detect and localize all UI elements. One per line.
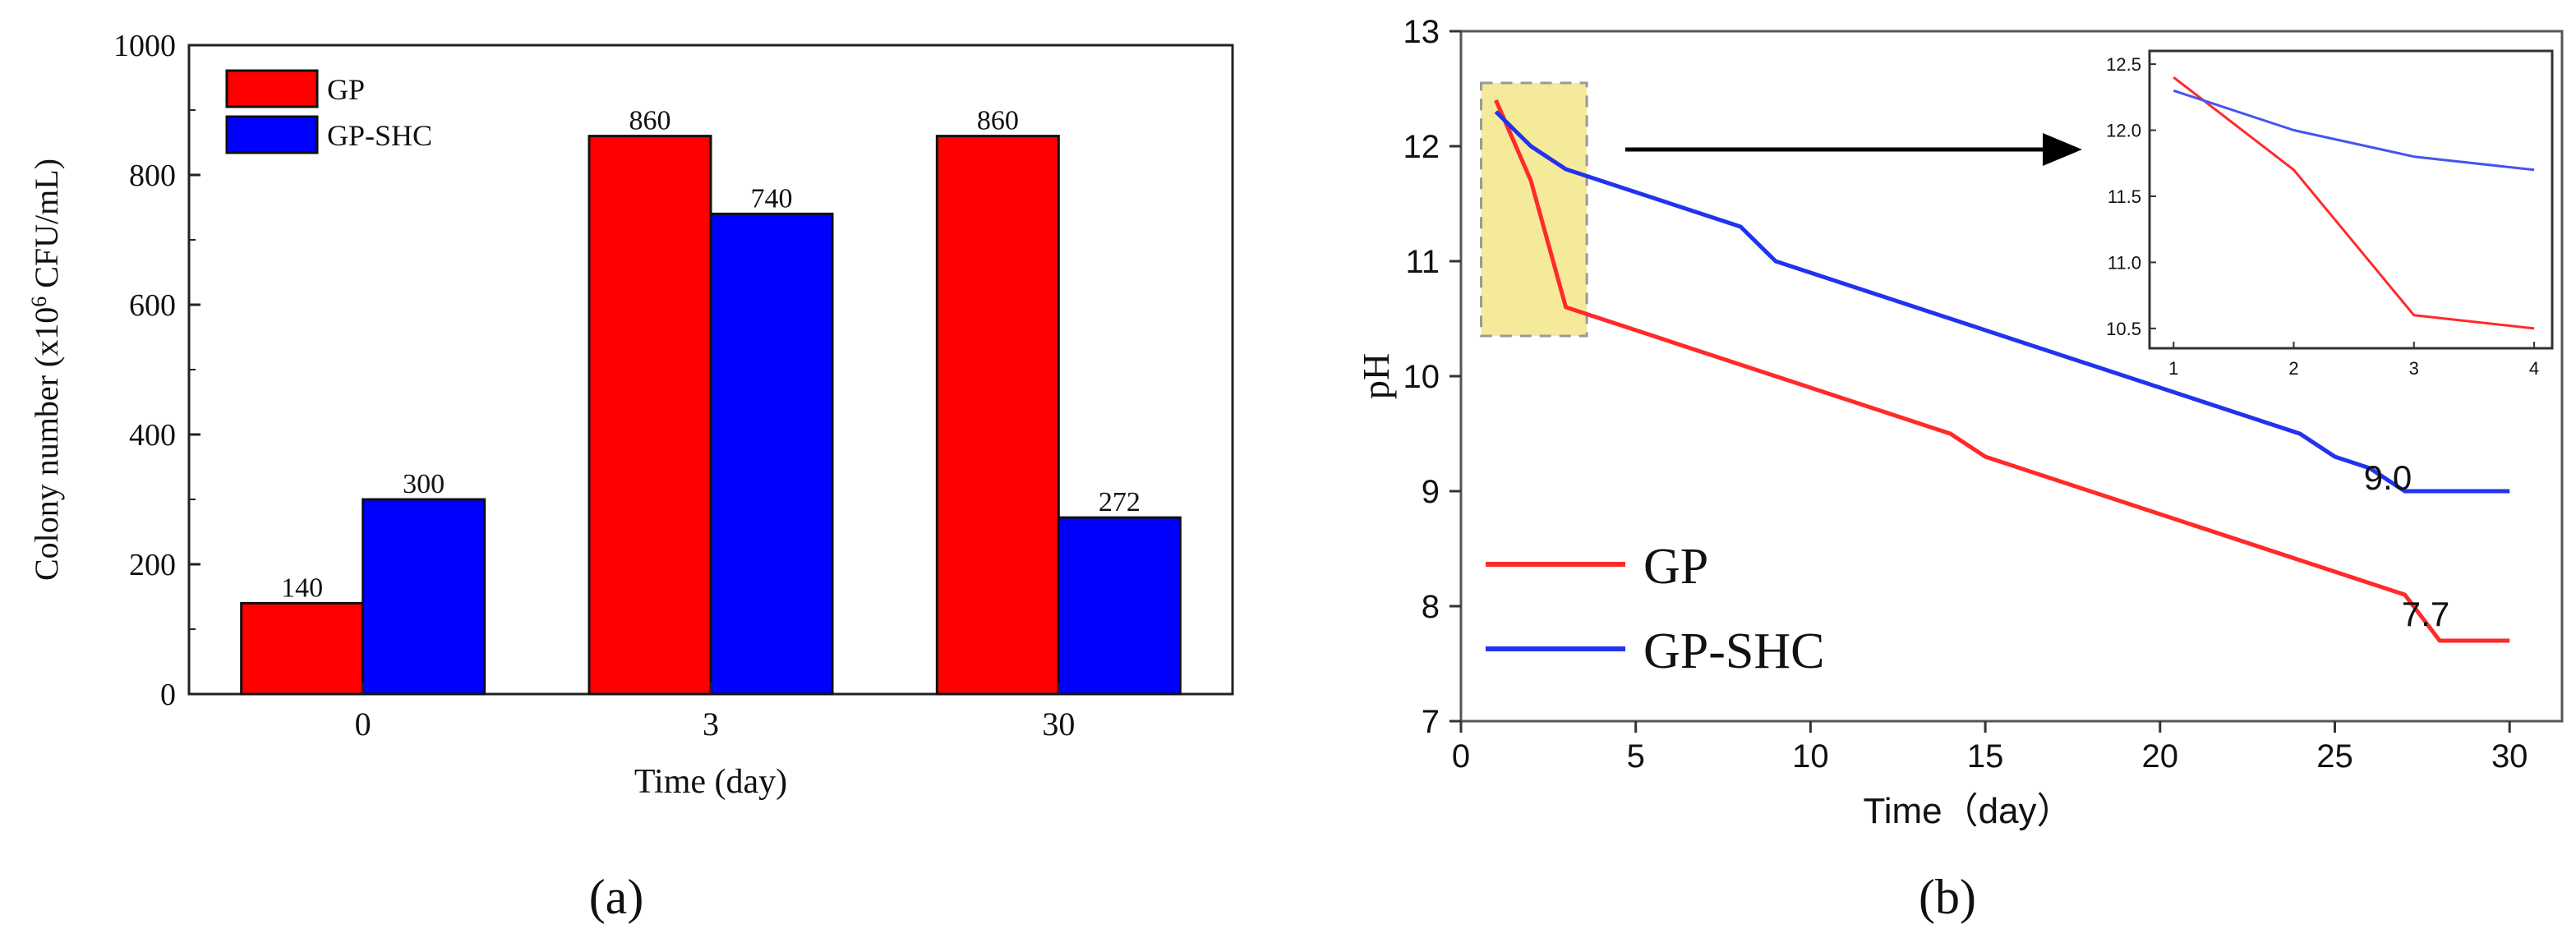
line-y-tick-label: 9 bbox=[1422, 474, 1440, 510]
line-y-tick-label: 13 bbox=[1403, 14, 1440, 50]
inset-x-tick-label: 4 bbox=[2529, 358, 2539, 379]
bar-value-label-gp-shc-day-3: 740 bbox=[751, 183, 793, 214]
gp-end-value-label: 7.7 bbox=[2402, 595, 2449, 633]
bar-value-label-gp-day-0: 140 bbox=[281, 572, 323, 603]
inset-frame bbox=[2148, 49, 2554, 350]
line-series-gp-shc bbox=[1494, 110, 2510, 494]
legend-label-gp: GP bbox=[327, 73, 365, 106]
line-y-tick-label: 8 bbox=[1422, 589, 1440, 625]
line-x-tick-label: 15 bbox=[1967, 738, 2004, 775]
legend-swatch-gp-shc bbox=[225, 115, 319, 154]
inset-chart: 1 2 3 4 10.5 11.0 11.5 12.0 12.5 bbox=[2106, 49, 2554, 379]
line-x-tick-label: 25 bbox=[2316, 738, 2353, 775]
bar-x-axis-title: Time (day) bbox=[634, 763, 787, 801]
bar-group: 140 300 860 740 860 272 bbox=[240, 106, 1182, 696]
bar-y-axis-title: Colony number (x106 CFU/mL) bbox=[27, 159, 66, 581]
inset-line-series-gp-shc bbox=[2173, 89, 2535, 172]
bar-gp-day-3 bbox=[588, 135, 712, 696]
inset-x-tick-label: 2 bbox=[2288, 358, 2298, 379]
bar-gp-shc-day-0 bbox=[362, 498, 486, 696]
inset-line-series-gp bbox=[2173, 76, 2535, 330]
panel-label-a: (a) bbox=[589, 870, 644, 924]
bar-legend: GP GP-SHC bbox=[225, 69, 432, 154]
bar-x-tick-label: 3 bbox=[703, 706, 719, 743]
zoom-highlight-region bbox=[1480, 81, 1588, 338]
line-x-tick-label: 0 bbox=[1452, 738, 1470, 775]
zoom-arrow bbox=[1625, 133, 2082, 166]
bar-y-axis-title-sup: 6 bbox=[27, 297, 51, 307]
line-x-tick-label: 20 bbox=[2142, 738, 2179, 775]
bar-y-axis-title-main: Colony number (x10 bbox=[28, 307, 65, 581]
bar-value-label-gp-day-3: 860 bbox=[629, 106, 671, 136]
bar-gp-shc-day-30 bbox=[1057, 516, 1182, 696]
bar-y-tick-label: 200 bbox=[129, 548, 176, 582]
bar-y-tick-label: 600 bbox=[129, 288, 176, 323]
inset-x-tick-label: 1 bbox=[2168, 358, 2178, 379]
inset-y-tick-label: 11.0 bbox=[2108, 252, 2141, 273]
bar-gp-day-0 bbox=[240, 601, 365, 696]
line-x-axis-title: Time（day） bbox=[1863, 791, 2072, 831]
bar-x-axis: 0 3 30 bbox=[355, 683, 1075, 743]
inset-y-tick-label: 12.5 bbox=[2106, 54, 2141, 75]
line-y-axis-title: pH bbox=[1355, 353, 1397, 399]
gp-shc-end-value-label: 9.0 bbox=[2364, 458, 2412, 497]
inset-y-tick-label: 11.5 bbox=[2108, 186, 2141, 207]
line-y-tick-label: 11 bbox=[1405, 244, 1440, 280]
zoom-arrow-head bbox=[2043, 133, 2082, 166]
line-x-tick-label: 30 bbox=[2491, 738, 2528, 775]
bar-y-axis: 0 200 400 600 800 1000 bbox=[113, 29, 200, 712]
bar-y-tick-label: 0 bbox=[160, 678, 176, 712]
bar-gp-shc-day-3 bbox=[709, 212, 834, 696]
line-y-tick-label: 7 bbox=[1422, 704, 1440, 740]
bar-y-tick-label: 800 bbox=[129, 159, 176, 193]
inset-y-tick-label: 10.5 bbox=[2106, 319, 2141, 339]
inset-x-tick-label: 3 bbox=[2409, 358, 2419, 379]
bar-chart-panel: 0 200 400 600 800 1000 140 300 860 740 860 272 0 3 3… bbox=[27, 29, 1234, 924]
line-y-tick-label: 10 bbox=[1403, 359, 1440, 395]
panel-label-b: (b) bbox=[1919, 870, 1976, 924]
inset-series-group bbox=[2173, 76, 2535, 330]
line-y-tick-label: 12 bbox=[1403, 129, 1440, 165]
bar-value-label-gp-shc-day-0: 300 bbox=[403, 469, 445, 499]
inset-y-tick-label: 12.0 bbox=[2106, 121, 2141, 141]
bar-y-tick-label: 1000 bbox=[113, 29, 176, 63]
legend-swatch-gp bbox=[225, 69, 319, 108]
inset-axes: 1 2 3 4 10.5 11.0 11.5 12.0 12.5 bbox=[2106, 54, 2539, 379]
line-x-tick-label: 10 bbox=[1792, 738, 1829, 775]
bar-y-axis-title-tail: CFU/mL) bbox=[28, 159, 65, 297]
line-legend: GP GP-SHC bbox=[1486, 539, 1825, 679]
line-series-group bbox=[1494, 99, 2510, 643]
legend-label-gp-shc: GP-SHC bbox=[327, 119, 432, 152]
bar-gp-day-30 bbox=[935, 135, 1060, 696]
bar-value-label-gp-shc-day-30: 272 bbox=[1099, 487, 1141, 517]
line-series-gp bbox=[1494, 99, 2510, 643]
line-x-tick-label: 5 bbox=[1627, 738, 1645, 775]
legend-label-gp: GP bbox=[1643, 539, 1708, 595]
bar-x-tick-label: 30 bbox=[1042, 706, 1075, 743]
bar-value-label-gp-day-30: 860 bbox=[977, 106, 1019, 136]
bar-y-tick-label: 400 bbox=[129, 418, 176, 453]
bar-x-tick-label: 0 bbox=[355, 706, 371, 743]
legend-label-gp-shc: GP-SHC bbox=[1643, 623, 1825, 679]
